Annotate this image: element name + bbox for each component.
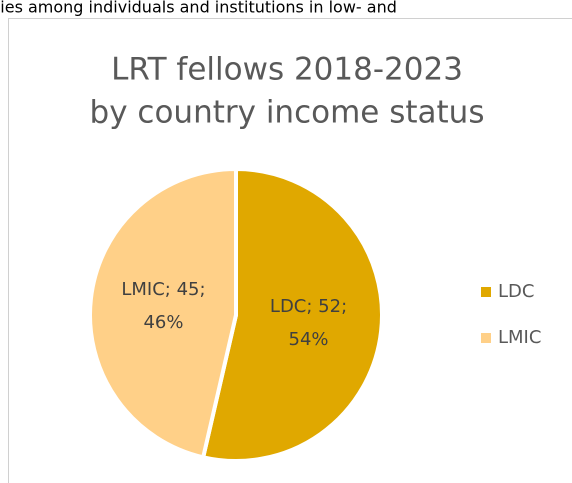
legend-label: LMIC xyxy=(498,327,541,348)
chart-title: LRT fellows 2018-2023 by country income s… xyxy=(90,51,485,130)
pie-slice xyxy=(200,166,384,463)
legend-label: LDC xyxy=(498,281,534,302)
legend-swatch xyxy=(481,287,491,297)
header-text: ties among individuals and institutions … xyxy=(0,0,397,17)
pie-slice xyxy=(88,166,238,460)
data-label: LDC; 52; 54% xyxy=(270,296,347,350)
data-label: LMIC; 45; 46% xyxy=(121,279,205,333)
legend-swatch xyxy=(481,333,491,343)
